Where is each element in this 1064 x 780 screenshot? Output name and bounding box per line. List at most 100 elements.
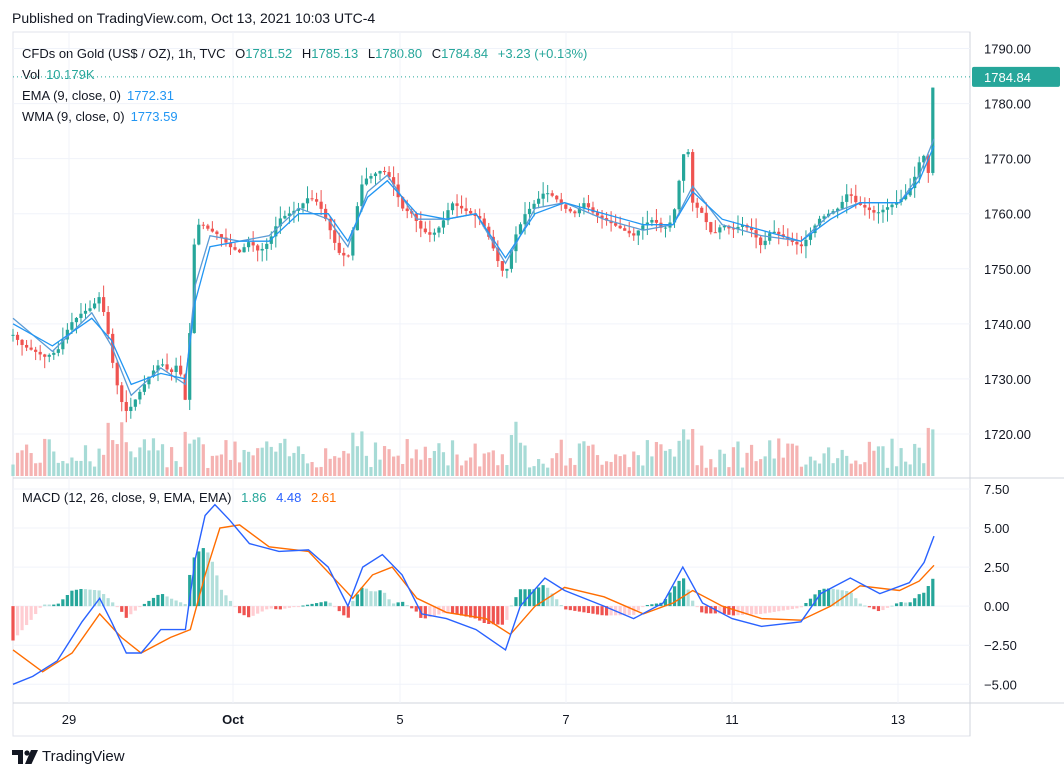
volume-bar bbox=[251, 455, 255, 476]
macd-histogram-bar bbox=[247, 606, 251, 618]
volume-bar bbox=[917, 447, 921, 476]
volume-bar bbox=[160, 444, 165, 476]
candle-body bbox=[469, 210, 473, 214]
volume-bar bbox=[369, 467, 373, 476]
candle-body bbox=[355, 206, 359, 231]
candle-body bbox=[61, 339, 65, 350]
volume-bar bbox=[586, 445, 591, 476]
volume-bar bbox=[700, 445, 704, 476]
candle-body bbox=[795, 241, 799, 245]
volume-bar bbox=[265, 441, 269, 476]
macd-tick-label: 5.00 bbox=[984, 521, 1009, 536]
candle-body bbox=[247, 242, 251, 248]
candle-body bbox=[840, 201, 844, 209]
volume-bar bbox=[555, 453, 559, 476]
symbol-legend[interactable]: CFDs on Gold (US$ / OZ), 1h, TVC O1781.5… bbox=[22, 46, 593, 61]
candle-body bbox=[242, 247, 246, 253]
macd-label: MACD (12, 26, close, 9, EMA, EMA) bbox=[22, 490, 232, 505]
macd-histogram-bar bbox=[577, 606, 581, 612]
volume-bar bbox=[192, 439, 196, 476]
macd-histogram-bar bbox=[328, 602, 332, 607]
candle-body bbox=[142, 384, 147, 392]
low-value: 1780.80 bbox=[375, 46, 423, 61]
candle-body bbox=[505, 268, 509, 271]
candle-body bbox=[34, 349, 38, 352]
volume-bar bbox=[106, 422, 110, 476]
macd-histogram-bar bbox=[337, 606, 341, 612]
candle-body bbox=[392, 177, 396, 185]
macd-histogram-bar bbox=[228, 600, 233, 607]
volume-bar bbox=[337, 457, 341, 476]
macd-histogram-bar bbox=[169, 598, 174, 607]
candle-body bbox=[188, 333, 192, 400]
volume-bar bbox=[446, 465, 450, 476]
volume-bar bbox=[47, 439, 51, 476]
volume-bar bbox=[459, 465, 464, 476]
candle-body bbox=[500, 261, 504, 271]
volume-bar bbox=[908, 464, 912, 476]
volume-bar bbox=[722, 453, 726, 476]
macd-histogram-bar bbox=[641, 606, 645, 608]
volume-bar bbox=[70, 457, 74, 476]
volume-bar bbox=[659, 444, 663, 476]
volume-bar bbox=[496, 465, 500, 476]
candle-body bbox=[215, 231, 219, 235]
macd-histogram-bar bbox=[668, 592, 672, 607]
volume-bar bbox=[79, 460, 83, 476]
candle-body bbox=[858, 202, 862, 206]
volume-bar bbox=[609, 461, 613, 476]
volume-bar bbox=[296, 446, 301, 476]
candle-body bbox=[627, 230, 631, 234]
macd-histogram-bar bbox=[24, 606, 29, 626]
volume-bar bbox=[124, 442, 128, 476]
candle-body bbox=[305, 198, 310, 204]
ema-legend[interactable]: EMA (9, close, 0) 1772.31 bbox=[22, 88, 180, 103]
candle-body bbox=[582, 203, 586, 209]
macd-histogram-bar bbox=[704, 606, 708, 614]
macd-histogram-bar bbox=[849, 592, 853, 607]
candle-body bbox=[15, 334, 20, 340]
candle-body bbox=[124, 402, 128, 412]
tradingview-logo-icon bbox=[12, 749, 38, 764]
volume-bar bbox=[15, 452, 20, 476]
macd-histogram-bar bbox=[831, 588, 835, 607]
candle-body bbox=[314, 199, 319, 202]
volume-bar bbox=[455, 454, 459, 476]
time-tick-label: 5 bbox=[396, 712, 403, 727]
volume-bar bbox=[904, 461, 908, 476]
volume-bar bbox=[863, 462, 867, 476]
candle-body bbox=[342, 252, 346, 256]
macd-histogram-bar bbox=[382, 592, 387, 607]
macd-legend[interactable]: MACD (12, 26, close, 9, EMA, EMA) 1.86 4… bbox=[22, 490, 342, 505]
candle-body bbox=[881, 209, 885, 213]
volume-bar bbox=[396, 455, 400, 476]
candle-body bbox=[759, 237, 763, 246]
candle-body bbox=[808, 233, 813, 240]
macd-histogram-bar bbox=[650, 604, 654, 607]
candle-body bbox=[296, 208, 301, 211]
symbol-title: CFDs on Gold (US$ / OZ), 1h, TVC bbox=[22, 46, 226, 61]
volume-bar bbox=[822, 453, 826, 476]
volume-bar bbox=[604, 461, 609, 476]
tradingview-brand[interactable]: TradingView bbox=[12, 748, 125, 765]
volume-bar bbox=[237, 462, 242, 476]
wma-legend[interactable]: WMA (9, close, 0) 1773.59 bbox=[22, 109, 184, 124]
candle-body bbox=[369, 176, 373, 179]
macd-histogram-bar bbox=[387, 599, 391, 607]
macd-histogram-bar bbox=[423, 606, 427, 619]
price-tick-label: 1780.00 bbox=[984, 97, 1031, 112]
volume-bar bbox=[65, 463, 69, 476]
candle-body bbox=[813, 225, 817, 234]
macd-histogram-bar bbox=[274, 606, 278, 610]
volume-legend[interactable]: Vol 10.179K bbox=[22, 67, 101, 82]
volume-bar bbox=[142, 439, 147, 476]
candle-body bbox=[165, 364, 169, 370]
macd-histogram-bar bbox=[124, 606, 128, 618]
ema-line bbox=[12, 145, 935, 386]
candle-body bbox=[845, 194, 849, 202]
volume-bar bbox=[595, 455, 600, 476]
macd-histogram-bar bbox=[174, 600, 178, 607]
macd-histogram-bar bbox=[111, 602, 115, 607]
candle-body bbox=[450, 203, 455, 211]
